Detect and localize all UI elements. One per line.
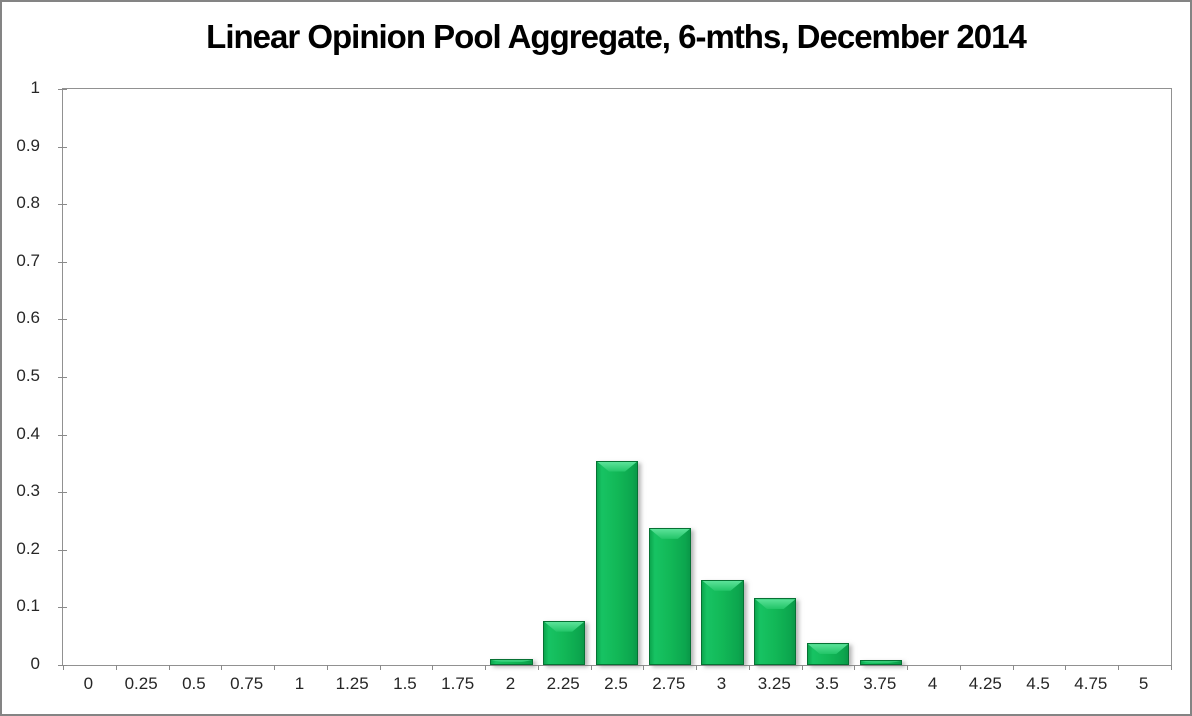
x-axis-tick-mark xyxy=(379,665,381,670)
x-axis-tick-label: 1.25 xyxy=(335,674,369,693)
x-axis-tick-label: 3 xyxy=(716,674,727,693)
x-axis-tick-mark xyxy=(959,665,961,670)
x-axis-tick-mark xyxy=(537,665,539,670)
bar-2.5 xyxy=(595,460,639,665)
x-axis-tick-label: 2 xyxy=(505,674,516,693)
y-axis-tick-label: 0 xyxy=(30,654,40,673)
y-axis-tick-label: 0.9 xyxy=(16,135,40,155)
plot-area xyxy=(58,88,1172,670)
x-axis-tick-mark xyxy=(168,665,170,670)
x-axis-tick-label: 0.5 xyxy=(182,674,206,693)
x-axis-tick-mark xyxy=(801,665,803,670)
bar-series xyxy=(63,89,1171,665)
x-axis-tick-mark xyxy=(432,665,434,670)
y-axis-tick-label: 0.6 xyxy=(16,308,40,328)
y-axis-tick-mark xyxy=(58,204,67,206)
y-axis-tick-label: 0.7 xyxy=(16,250,40,270)
x-axis-tick-label: 3.5 xyxy=(815,674,839,693)
x-axis-tick-mark xyxy=(1065,665,1067,670)
bar-3.25 xyxy=(754,598,797,665)
x-axis-tick-mark xyxy=(485,665,487,670)
x-axis-tick-label: 3.75 xyxy=(863,674,897,693)
x-axis-tick-label: 0 xyxy=(83,674,94,693)
y-axis-labels: 0 0.1 0.2 0.3 0.4 0.5 0.6 0.7 0.8 0.9 1 xyxy=(2,79,54,673)
y-axis-tick-mark xyxy=(58,607,67,609)
x-axis-tick-label: 1.75 xyxy=(441,674,475,693)
y-axis-tick-mark xyxy=(58,146,67,148)
x-axis-tick-label: 0.75 xyxy=(230,674,264,693)
x-axis-tick-mark xyxy=(854,665,856,670)
x-axis-tick-mark xyxy=(326,665,328,670)
x-axis-tick-mark xyxy=(590,665,592,670)
chart-title: Linear Opinion Pool Aggregate, 6-mths, D… xyxy=(206,18,1027,55)
x-axis-tick-label: 2.5 xyxy=(604,674,628,693)
y-axis-tick-label: 0.4 xyxy=(16,423,40,443)
x-axis-tick-mark xyxy=(115,665,117,670)
x-axis-tick-mark xyxy=(643,665,645,670)
x-axis-tick-label: 4 xyxy=(927,674,938,693)
y-axis-tick-label: 0.2 xyxy=(16,538,40,558)
y-axis-tick-label: 0.1 xyxy=(16,596,40,616)
x-axis-tick-label: 4.5 xyxy=(1026,674,1050,693)
y-axis-tick-mark xyxy=(58,492,67,494)
x-axis-tick-mark xyxy=(63,665,64,670)
y-axis-tick-mark xyxy=(58,377,67,378)
x-axis-tick-label: 0.25 xyxy=(124,674,158,693)
x-axis-tick-mark xyxy=(221,665,223,670)
y-axis-tick-mark xyxy=(58,89,67,90)
x-axis-tick-label: 5 xyxy=(1138,674,1149,693)
y-axis-tick-mark xyxy=(58,261,67,263)
x-axis-tick-mark xyxy=(748,665,750,670)
x-axis-tick-label: 2.75 xyxy=(652,674,686,693)
bar-3.75 xyxy=(859,660,902,665)
x-axis-tick-mark xyxy=(1118,665,1120,670)
x-axis-tick-label: 1 xyxy=(294,674,305,693)
y-axis-tick-mark xyxy=(58,319,67,321)
x-axis-tick-mark xyxy=(1171,665,1172,670)
y-axis-tick-mark xyxy=(58,665,67,666)
bar-2.25 xyxy=(543,620,586,665)
x-axis-labels: 0 0.25 0.5 0.75 1 1.25 1.5 1.75 2 2.25 2.5 2.75 3 3.2… xyxy=(62,674,1170,696)
x-axis-tick-label: 3.25 xyxy=(757,674,791,693)
x-axis-tick-label: 4.25 xyxy=(968,674,1002,693)
x-axis-tick-mark xyxy=(274,665,276,670)
x-axis-tick-mark xyxy=(1012,665,1014,670)
y-axis-tick-mark xyxy=(58,549,67,551)
y-axis-tick-label: 0.3 xyxy=(16,481,40,501)
bar-3 xyxy=(701,579,744,665)
x-axis-tick-label: 2.25 xyxy=(546,674,580,693)
x-axis-tick-label: 1.5 xyxy=(393,674,417,693)
y-axis-tick-mark xyxy=(58,434,67,436)
y-axis-tick-label: 1 xyxy=(30,78,40,97)
x-axis-tick-mark xyxy=(696,665,698,670)
y-axis-tick-label: 0.8 xyxy=(16,193,40,213)
y-axis-tick-label: 0.5 xyxy=(16,366,40,385)
x-axis-tick-mark xyxy=(907,665,909,670)
bar-3.5 xyxy=(806,643,850,665)
bar-2 xyxy=(490,659,533,665)
bar-2.75 xyxy=(648,527,691,665)
x-axis-tick-label: 4.75 xyxy=(1074,674,1108,693)
